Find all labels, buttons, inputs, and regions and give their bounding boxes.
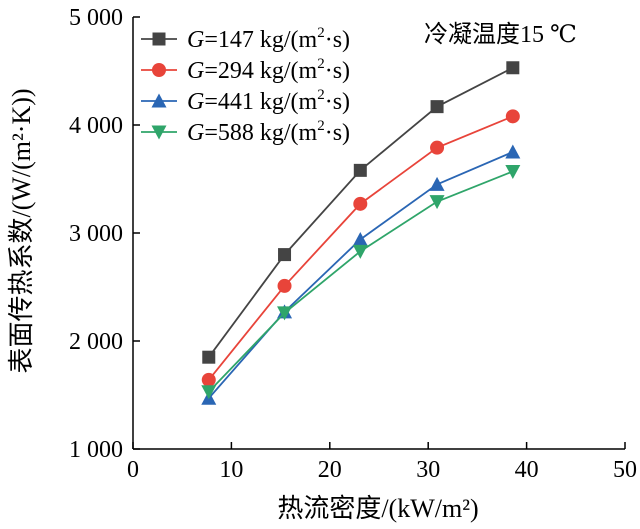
data-point [430, 100, 444, 114]
legend-item-3: G=441 kg/(m2·s) [141, 87, 350, 115]
y-axis: 1 000 2 000 3 000 4 000 5 000 [69, 5, 140, 463]
series-1 [202, 61, 520, 364]
legend-marker [152, 32, 166, 46]
x-tick-label: 30 [416, 457, 440, 483]
x-tick-label: 20 [318, 457, 342, 483]
data-point [505, 164, 521, 179]
y-axis-title: 表面传热系数/(W/(m²·K)) [7, 88, 36, 373]
data-point [201, 372, 216, 387]
data-point [430, 140, 445, 155]
data-point [278, 248, 292, 262]
series-3 [201, 144, 521, 405]
y-tick-label: 4 000 [69, 113, 123, 139]
data-point [202, 350, 216, 364]
annotation-condensing-temperature: 冷凝温度15 ℃ [424, 21, 577, 48]
y-tick-label: 1 000 [69, 437, 123, 463]
legend-marker [151, 125, 167, 140]
data-point [352, 244, 368, 259]
data-point [429, 195, 445, 210]
legend: G=147 kg/(m2·s) G=294 kg/(m2·s) G=441 kg/(… [141, 25, 350, 146]
legend-item-2: G=294 kg/(m2·s) [141, 56, 350, 84]
data-point [277, 278, 292, 293]
x-tick-label: 0 [127, 457, 139, 483]
data-point [277, 306, 293, 321]
data-point [201, 385, 217, 400]
x-tick-label: 40 [515, 457, 539, 483]
series-2 [201, 109, 520, 387]
x-tick-label: 10 [219, 457, 243, 483]
x-tick-label: 50 [613, 457, 637, 483]
series-4 [201, 164, 521, 400]
x-axis-title: 热流密度/(kW/m²) [277, 494, 478, 523]
data-point [429, 176, 445, 191]
legend-marker [151, 93, 167, 108]
data-point [505, 144, 521, 159]
legend-item-4: G=588 kg/(m2·s) [141, 118, 350, 146]
y-tick-label: 5 000 [69, 5, 123, 31]
legend-item-1: G=147 kg/(m2·s) [141, 25, 350, 53]
data-point [353, 196, 368, 211]
data-point [505, 109, 520, 124]
y-tick-label: 2 000 [69, 329, 123, 355]
series-layer [201, 61, 521, 405]
data-point [506, 61, 520, 75]
legend-label: G=441 kg/(m2·s) [187, 87, 350, 115]
data-point [352, 231, 368, 246]
legend-label: G=147 kg/(m2·s) [187, 25, 350, 53]
x-axis: 0 10 20 30 40 50 [127, 442, 637, 483]
y-tick-label: 3 000 [69, 221, 123, 247]
legend-label: G=588 kg/(m2·s) [187, 118, 350, 146]
legend-label: G=294 kg/(m2·s) [187, 56, 350, 84]
legend-marker [152, 63, 166, 77]
data-point [353, 163, 367, 177]
